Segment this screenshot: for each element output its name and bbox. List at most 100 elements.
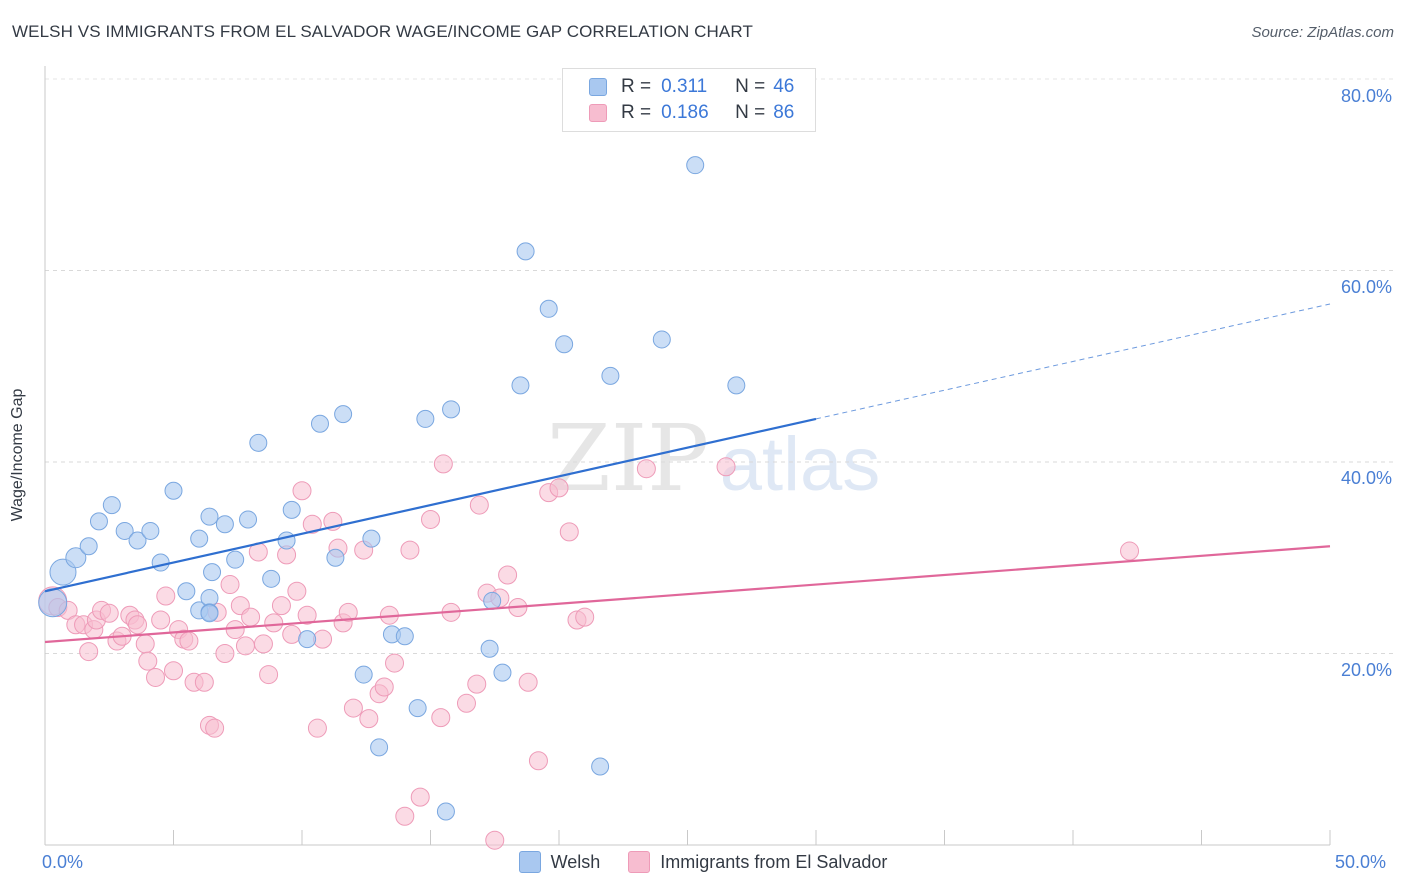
salvador-point	[79, 642, 99, 662]
welsh-point	[362, 529, 381, 548]
axes	[44, 66, 1331, 846]
salvador-point	[194, 672, 214, 692]
salvador-point	[302, 514, 322, 534]
legend-row-welsh: R = 0.311 N = 46	[589, 75, 794, 99]
correlation-legend: R = 0.311 N = 46 R = 0.186 N = 86	[562, 68, 816, 132]
x-tick-min: 0.0%	[42, 852, 84, 872]
welsh-point	[190, 529, 209, 548]
salvador-point	[225, 620, 245, 640]
welsh-trend-line	[44, 417, 817, 593]
welsh-point	[151, 553, 170, 572]
y-tick-80: 80.0%	[1340, 86, 1392, 106]
welsh-point	[516, 242, 535, 261]
salvador-point	[385, 653, 405, 673]
salvador-point	[156, 586, 176, 606]
salvador-point	[297, 605, 317, 625]
welsh-point	[310, 414, 329, 433]
welsh-point	[38, 588, 68, 618]
series-legend: Welsh Immigrants from El Salvador	[0, 851, 1406, 873]
welsh-r-value: 0.311	[661, 76, 708, 97]
gridlines	[45, 78, 1395, 654]
salvador-point	[374, 677, 394, 697]
salvador-point	[215, 644, 235, 663]
welsh-point	[79, 537, 98, 556]
salvador-point	[395, 806, 415, 826]
salvador-legend-label: Immigrants from El Salvador	[660, 851, 888, 872]
welsh-point	[249, 433, 268, 452]
welsh-point	[215, 515, 234, 534]
salvador-point	[575, 607, 595, 627]
welsh-point	[177, 582, 196, 601]
y-tick-40: 40.0%	[1340, 468, 1392, 488]
welsh-point	[555, 335, 574, 354]
salvador-point	[518, 672, 538, 692]
salvador-point	[410, 787, 430, 807]
salvador-point	[313, 629, 333, 649]
welsh-point	[354, 665, 373, 684]
welsh-point	[203, 563, 222, 582]
salvador-point	[271, 596, 291, 616]
salvador-point	[151, 610, 171, 630]
legend-item-welsh: Welsh	[518, 851, 601, 873]
watermark-zip: ZIP	[547, 405, 709, 512]
welsh-trend-extension	[815, 303, 1331, 420]
welsh-point	[480, 639, 499, 658]
salvador-point	[235, 636, 255, 656]
welsh-swatch	[589, 78, 607, 96]
welsh-point	[334, 405, 353, 424]
watermark-atlas: atlas	[720, 422, 881, 507]
salvador-point	[146, 667, 166, 687]
salvador-trend-line	[44, 545, 1331, 644]
welsh-n-value: 46	[773, 76, 795, 97]
salvador-point	[259, 665, 279, 685]
salvador-point	[485, 830, 505, 850]
welsh-point	[89, 512, 108, 531]
salvador-point	[433, 454, 453, 474]
salvador-point	[359, 709, 379, 729]
welsh-point	[239, 510, 258, 529]
salvador-point	[135, 634, 155, 654]
salvador-point	[498, 565, 518, 585]
salvador-point	[338, 602, 358, 622]
salvador-legend-swatch	[628, 851, 651, 873]
salvador-point	[467, 674, 487, 694]
welsh-point	[442, 400, 461, 419]
salvador-point	[138, 651, 158, 671]
welsh-legend-swatch	[518, 851, 541, 873]
salvador-point	[343, 698, 363, 718]
salvador-point	[128, 615, 148, 635]
welsh-point	[686, 156, 705, 175]
trend-lines	[44, 303, 1331, 644]
welsh-point	[652, 330, 671, 349]
salvador-point	[220, 575, 240, 595]
x-tick-max: 50.0%	[1335, 852, 1387, 872]
welsh-legend-label: Welsh	[550, 851, 601, 872]
welsh-point	[200, 507, 219, 526]
welsh-point	[539, 299, 558, 318]
y-tick-20: 20.0%	[1340, 660, 1392, 680]
welsh-point	[65, 547, 87, 569]
welsh-point	[115, 521, 134, 540]
salvador-point	[456, 693, 476, 713]
salvador-point	[469, 495, 489, 515]
welsh-point	[416, 409, 435, 428]
welsh-point	[298, 630, 317, 649]
salvador-point	[99, 603, 119, 623]
salvador-point	[241, 607, 261, 627]
salvador-point	[1120, 541, 1140, 561]
chart-title: WELSH VS IMMIGRANTS FROM EL SALVADOR WAG…	[12, 22, 753, 41]
welsh-point	[164, 481, 183, 500]
welsh-point	[282, 500, 301, 519]
salvador-point	[559, 522, 579, 542]
legend-row-salvador: R = 0.186 N = 86	[589, 101, 794, 125]
salvador-point	[549, 478, 569, 498]
welsh-point	[226, 550, 245, 569]
salvador-point	[282, 624, 302, 644]
salvador-n-value: 86	[773, 102, 795, 123]
salvador-r-label: R =	[621, 102, 652, 123]
salvador-point	[253, 634, 273, 654]
salvador-point	[179, 631, 199, 651]
salvador-point	[287, 581, 307, 601]
welsh-point	[128, 531, 147, 550]
